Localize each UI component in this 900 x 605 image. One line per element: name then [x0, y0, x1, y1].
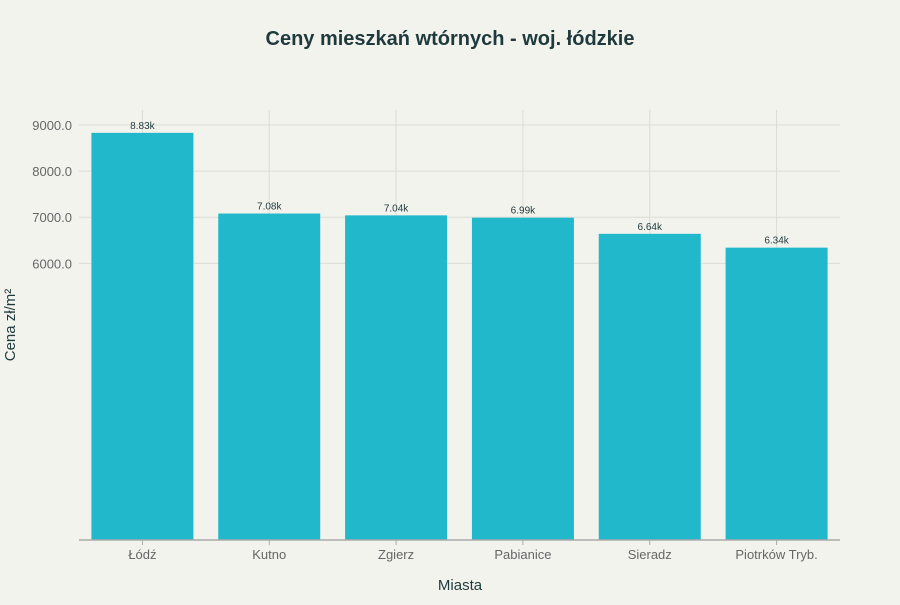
y-tick-label: 6000.0	[32, 256, 72, 271]
bar	[218, 213, 321, 541]
x-tick-label: Zgierz	[378, 547, 414, 562]
bars	[91, 132, 828, 541]
bar	[471, 217, 574, 540]
y-tick-label: 9000.0	[32, 118, 72, 133]
x-tick-label: Kutno	[252, 547, 286, 562]
bar	[345, 215, 448, 540]
y-tick-label: 8000.0	[32, 164, 72, 179]
y-tick-label: 7000.0	[32, 210, 72, 225]
data-label: 7.08k	[257, 202, 282, 213]
x-tick-label: Piotrków Tryb.	[735, 547, 817, 562]
data-label: 6.99k	[511, 206, 536, 217]
x-tick-label: Łódź	[128, 547, 156, 562]
data-label: 8.83k	[130, 121, 155, 132]
chart-title: Ceny mieszkań wtórnych - woj. łódzkie	[266, 28, 635, 50]
data-label: 7.04k	[384, 203, 409, 214]
bar	[725, 247, 828, 540]
x-tick-label: Pabianice	[494, 547, 551, 562]
x-axis-ticks: Łódź Kutno Zgierz Pabianice Sieradz Piotrków …	[128, 540, 818, 562]
bar	[91, 132, 194, 541]
bar	[598, 233, 701, 541]
y-axis-ticks: 6000.0 7000.0 8000.0 9000.0	[32, 118, 72, 271]
x-tick-label: Sieradz	[628, 547, 672, 562]
y-axis-label: Cena zł/m²	[2, 289, 19, 362]
x-axis-label: Miasta	[438, 577, 483, 594]
data-label: 6.64k	[638, 222, 663, 233]
data-label: 6.34k	[764, 236, 789, 247]
data-labels: 8.83k 7.08k 7.04k 6.99k 6.64k 6.34k	[130, 121, 790, 247]
